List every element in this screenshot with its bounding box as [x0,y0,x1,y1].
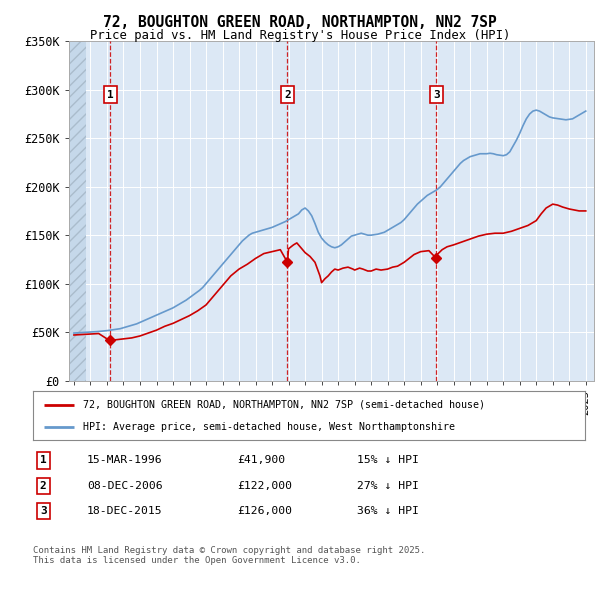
Text: 3: 3 [433,90,440,100]
Text: 27% ↓ HPI: 27% ↓ HPI [357,481,419,491]
Text: 08-DEC-2006: 08-DEC-2006 [87,481,163,491]
Bar [69,41,86,381]
Text: 15% ↓ HPI: 15% ↓ HPI [357,455,419,466]
Text: 2: 2 [284,90,291,100]
Text: 1: 1 [107,90,113,100]
Text: 15-MAR-1996: 15-MAR-1996 [87,455,163,466]
Text: 72, BOUGHTON GREEN ROAD, NORTHAMPTON, NN2 7SP (semi-detached house): 72, BOUGHTON GREEN ROAD, NORTHAMPTON, NN… [83,399,485,409]
Text: 36% ↓ HPI: 36% ↓ HPI [357,506,419,516]
Text: 3: 3 [40,506,47,516]
Text: HPI: Average price, semi-detached house, West Northamptonshire: HPI: Average price, semi-detached house,… [83,422,455,432]
Text: 1: 1 [40,455,47,466]
Text: £126,000: £126,000 [237,506,292,516]
Text: 18-DEC-2015: 18-DEC-2015 [87,506,163,516]
Text: 2: 2 [40,481,47,491]
Text: Contains HM Land Registry data © Crown copyright and database right 2025.
This d: Contains HM Land Registry data © Crown c… [33,546,425,565]
Text: £122,000: £122,000 [237,481,292,491]
Text: £41,900: £41,900 [237,455,285,466]
Text: Price paid vs. HM Land Registry's House Price Index (HPI): Price paid vs. HM Land Registry's House … [90,29,510,42]
Text: 72, BOUGHTON GREEN ROAD, NORTHAMPTON, NN2 7SP: 72, BOUGHTON GREEN ROAD, NORTHAMPTON, NN… [103,15,497,30]
